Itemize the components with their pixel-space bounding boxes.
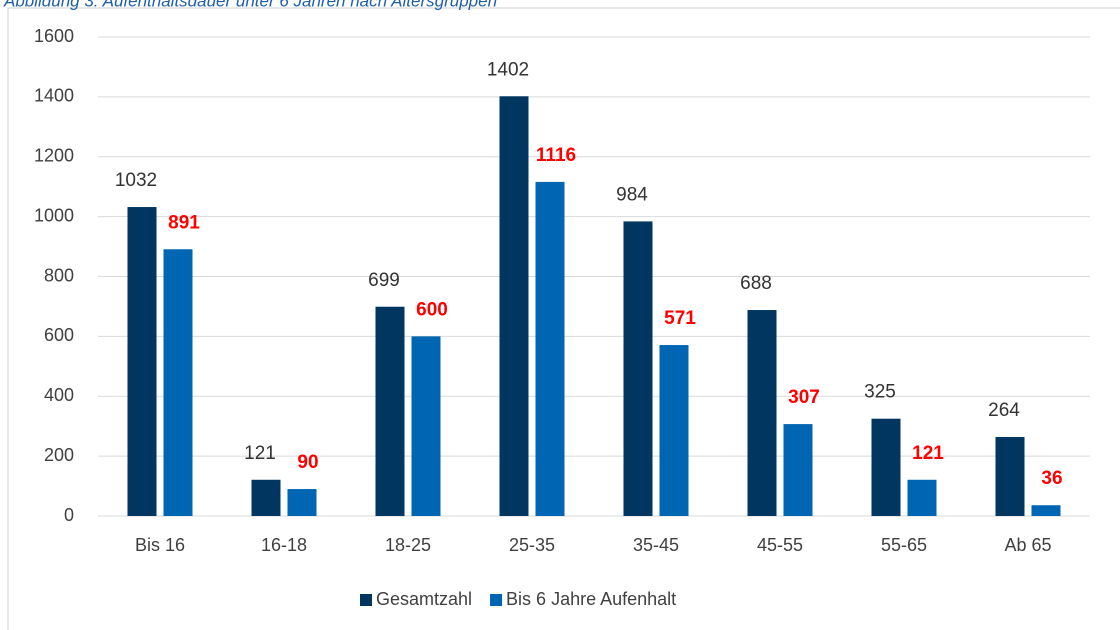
data-label: 36 — [1041, 468, 1062, 489]
data-label: 600 — [416, 299, 448, 320]
y-tick-label: 400 — [44, 385, 74, 405]
x-tick-label: 16-18 — [261, 535, 307, 555]
bar — [535, 181, 565, 516]
bar — [163, 249, 193, 516]
bar — [659, 345, 689, 516]
legend-label: Gesamtzahl — [376, 589, 472, 609]
y-tick-label: 0 — [64, 505, 74, 525]
data-label: 571 — [664, 308, 696, 329]
bar — [623, 221, 653, 517]
bar — [1031, 505, 1061, 516]
x-tick-label: Ab 65 — [1004, 535, 1051, 555]
x-tick-label: 25-35 — [509, 535, 555, 555]
data-label: 1116 — [536, 145, 576, 166]
x-tick-label: 35-45 — [633, 535, 679, 555]
y-tick-label: 1200 — [34, 146, 74, 166]
bar — [907, 479, 937, 516]
x-tick-label: 18-25 — [385, 535, 431, 555]
y-tick-label: 200 — [44, 445, 74, 465]
y-tick-label: 1000 — [34, 205, 74, 225]
bar — [783, 424, 813, 516]
data-label: 307 — [788, 387, 820, 408]
bar — [995, 436, 1025, 516]
data-label: 984 — [616, 184, 648, 205]
legend-label: Bis 6 Jahre Aufenhalt — [506, 589, 676, 609]
data-label: 325 — [864, 382, 896, 403]
data-label: 688 — [740, 273, 772, 294]
y-tick-label: 800 — [44, 265, 74, 285]
chart-frame — [7, 7, 1120, 630]
y-tick-label: 600 — [44, 325, 74, 345]
data-label: 121 — [912, 443, 944, 464]
bar — [747, 310, 777, 516]
data-label: 699 — [368, 270, 400, 291]
data-label: 1402 — [487, 59, 529, 80]
bar — [375, 306, 405, 516]
data-label: 1032 — [115, 170, 157, 191]
legend-swatch — [490, 594, 503, 606]
data-label: 264 — [988, 400, 1020, 421]
x-tick-label: Bis 16 — [135, 535, 185, 555]
bar — [871, 418, 901, 516]
bar — [287, 489, 317, 516]
bar — [499, 96, 529, 517]
bar — [127, 207, 157, 517]
data-label: 891 — [168, 212, 200, 233]
data-label: 90 — [297, 452, 318, 473]
x-tick-label: 55-65 — [881, 535, 927, 555]
y-tick-label: 1400 — [34, 86, 74, 106]
legend-swatch — [360, 594, 372, 606]
bar — [251, 479, 281, 516]
data-label: 121 — [244, 443, 276, 464]
y-tick-label: 1600 — [34, 26, 74, 46]
chart-title: Abbildung 3: Aufenthaltsdauer unter 6 Ja… — [3, 0, 497, 10]
bar — [411, 336, 441, 516]
x-tick-label: 45-55 — [757, 535, 803, 555]
